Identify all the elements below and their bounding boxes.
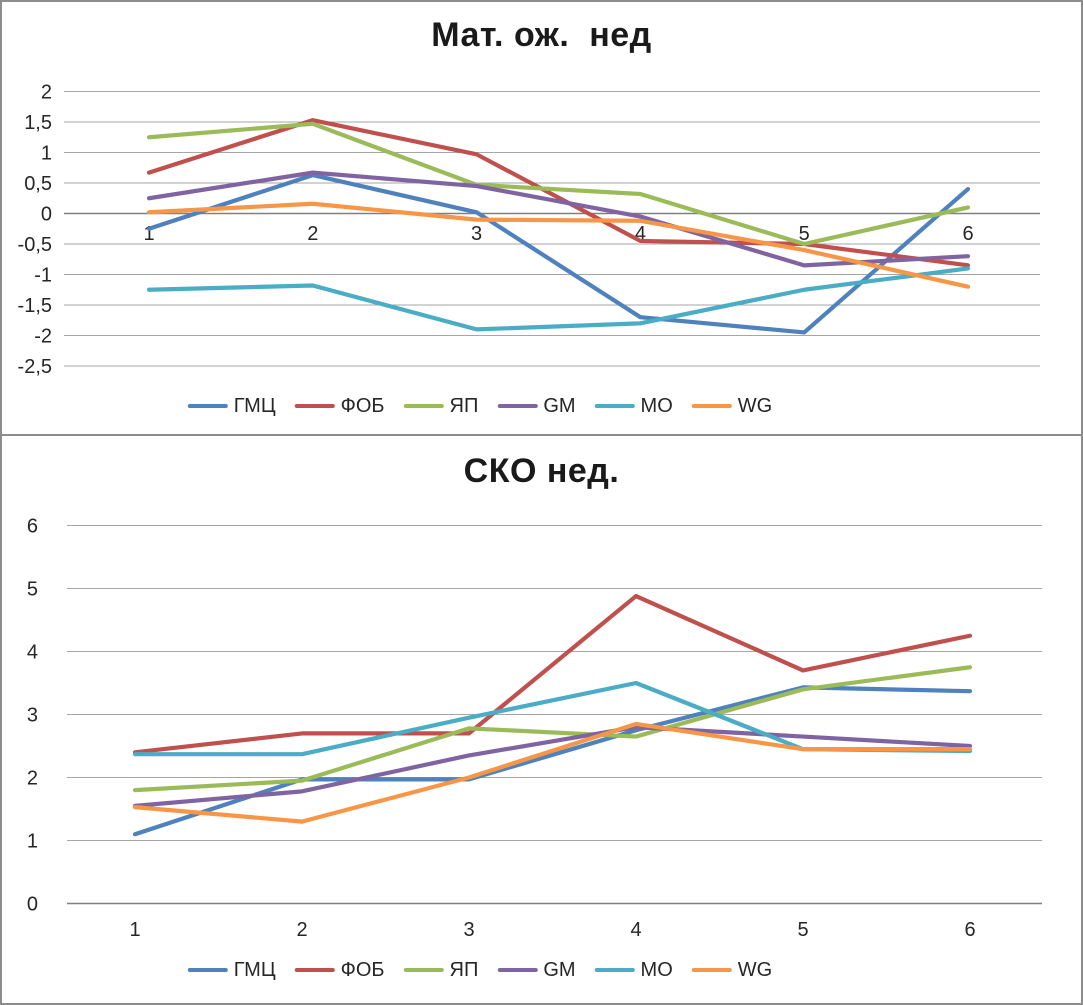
legend-item-ЯП: ЯП [403, 395, 479, 417]
legend-label: ФОБ [340, 959, 385, 981]
chart-sko-ned: СКО нед. 6 5 4 3 2 1 0 1 2 3 4 5 6 ГМЦ ФОБ ЯП GM МО WG [2, 436, 1081, 1003]
legend-swatch-icon [691, 404, 732, 408]
x-tick-label: 1 [143, 223, 154, 245]
x-tick-label: 2 [296, 919, 307, 941]
legend-label: МО [640, 395, 673, 417]
y-tick-label: 2 [27, 768, 38, 790]
series-line-WG [132, 721, 973, 824]
y-tick-label: -2,5 [18, 356, 52, 378]
series-line-ГМЦ [132, 685, 973, 837]
legend-swatch-icon [497, 404, 538, 408]
legend-swatch-icon [691, 968, 732, 972]
legend-item-GM: GM [497, 395, 576, 417]
legend-item-ФОБ: ФОБ [294, 959, 385, 981]
legend-label: ГМЦ [233, 959, 276, 981]
legend-item-ГМЦ: ГМЦ [187, 959, 276, 981]
legend-swatch-icon [294, 968, 335, 972]
series-line-МО [132, 680, 973, 757]
legend-swatch-icon [187, 404, 228, 408]
x-tick-label: 4 [635, 223, 646, 245]
legend-label: МО [640, 959, 673, 981]
legend-swatch-icon [403, 404, 444, 408]
legend-label: ЯП [449, 959, 479, 981]
legend-label: WG [737, 395, 773, 417]
x-tick-label: 6 [962, 223, 973, 245]
legend-label: GM [543, 395, 576, 417]
legend-swatch-icon [497, 968, 538, 972]
y-tick-label: -0,5 [18, 234, 52, 256]
legend-label: GM [543, 959, 576, 981]
plot-area-mat-ozh: 2 1,5 1 0,5 0 -0,5 -1 -1,5 -2 -2,5 1 2 3 4 5 6 [18, 82, 1040, 378]
x-tick-label: 3 [463, 919, 474, 941]
y-tick-label: 0,5 [24, 173, 52, 195]
series-line-GM [132, 725, 973, 808]
chart-mat-ozh-ned: Мат. ож. нед 2 1,5 1 0,5 0 -0,5 -1 -1,5 -2 -2,5 1 2… [2, 2, 1081, 434]
legend-swatch-icon [187, 968, 228, 972]
y-tick-label: 3 [27, 705, 38, 727]
x-tick-label: 5 [799, 223, 810, 245]
series-line-ЯП [132, 665, 973, 793]
plot-area-sko: 6 5 4 3 2 1 0 1 2 3 4 5 6 [27, 516, 1042, 941]
series-line-ЯП [146, 121, 971, 247]
legend-swatch-icon [403, 968, 444, 972]
legend-swatch-icon [294, 404, 335, 408]
chart-title: СКО нед. [463, 452, 620, 490]
legend-label: ЯП [449, 395, 479, 417]
x-tick-label: 1 [129, 919, 140, 941]
x-tick-label: 3 [471, 223, 482, 245]
legend-item-МО: МО [594, 395, 673, 417]
legend-item-МО: МО [594, 959, 673, 981]
legend-item-WG: WG [691, 959, 773, 981]
y-tick-label: -1 [34, 265, 52, 287]
x-tick-label: 5 [797, 919, 808, 941]
legend-label: ФОБ [340, 395, 385, 417]
y-tick-label: 0 [41, 204, 52, 226]
series-line-ГМЦ [146, 172, 971, 335]
chart-divider [2, 434, 1081, 436]
legend-item-ЯП: ЯП [403, 959, 479, 981]
legend: ГМЦ ФОБ ЯП GM МО WG [187, 395, 773, 417]
legend-label: ГМЦ [233, 395, 276, 417]
series-line-GM [146, 170, 971, 268]
y-tick-label: 2 [41, 82, 52, 104]
y-tick-label: 1 [27, 831, 38, 853]
y-tick-label: 1,5 [24, 112, 52, 134]
legend-item-ГМЦ: ГМЦ [187, 395, 276, 417]
y-tick-label: 0 [27, 894, 38, 916]
x-tick-label: 4 [630, 919, 641, 941]
x-tick-label: 2 [307, 223, 318, 245]
legend-swatch-icon [594, 968, 635, 972]
legend-label: WG [737, 959, 773, 981]
legend-swatch-icon [594, 404, 635, 408]
legend: ГМЦ ФОБ ЯП GM МО WG [187, 959, 773, 981]
x-tick-label: 6 [964, 919, 975, 941]
y-tick-label: -2 [34, 326, 52, 348]
y-tick-label: 4 [27, 642, 38, 664]
chart-title: Мат. ож. нед [431, 16, 652, 54]
legend-item-ФОБ: ФОБ [294, 395, 385, 417]
series-line-МО [146, 266, 971, 332]
y-tick-label: 1 [41, 143, 52, 165]
y-tick-label: 6 [27, 516, 38, 538]
legend-item-WG: WG [691, 395, 773, 417]
series-line-WG [146, 201, 971, 289]
y-tick-label: -1,5 [18, 295, 52, 317]
series-line-ФОБ [146, 118, 971, 268]
y-tick-label: 5 [27, 579, 38, 601]
legend-item-GM: GM [497, 959, 576, 981]
series-line-ФОБ [132, 593, 973, 755]
